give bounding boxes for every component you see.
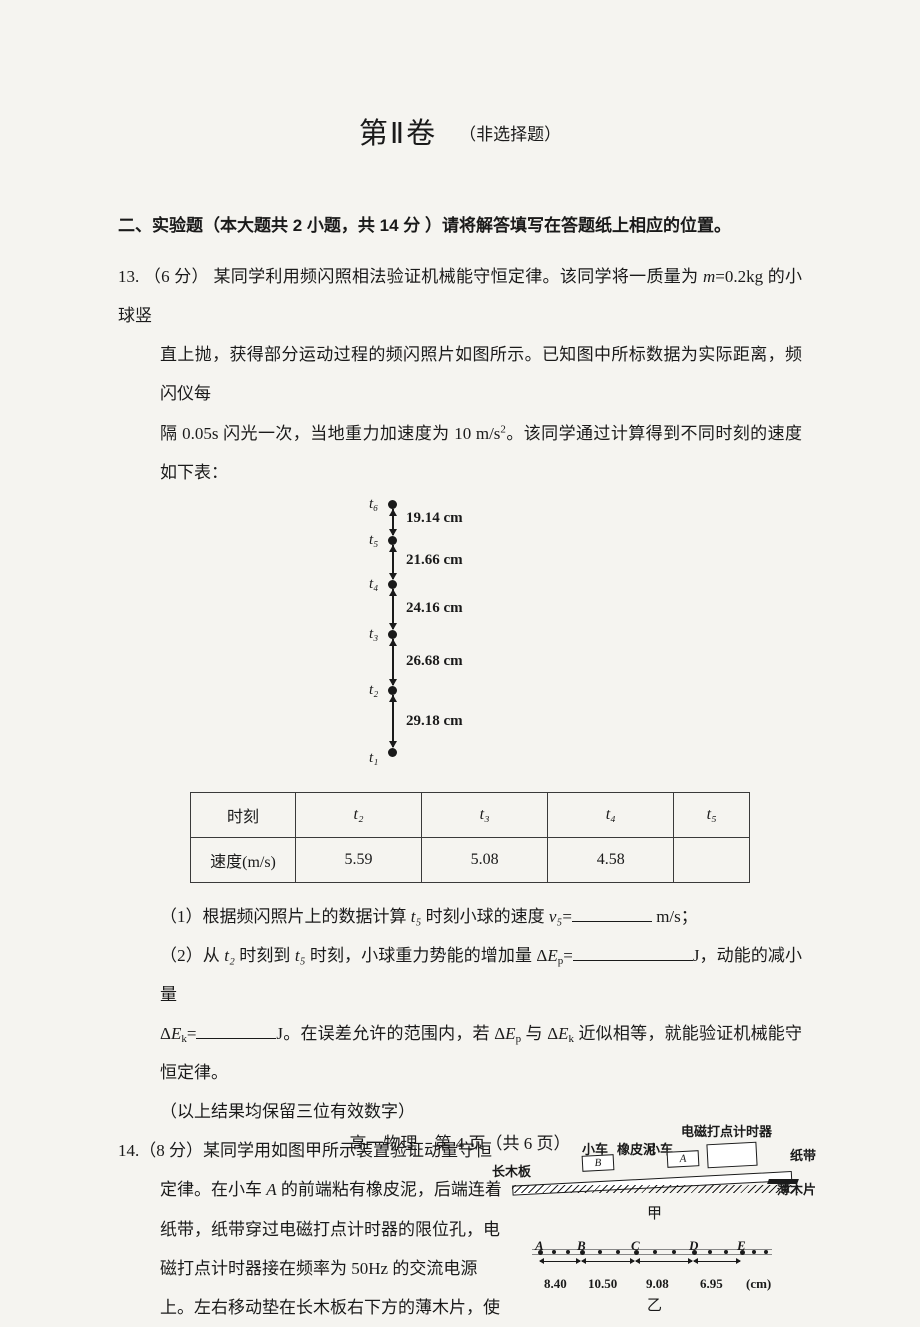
row-label: 速度(m/s) [191,837,296,882]
title-sub: （非选择题） [459,125,561,144]
v-t4: 4.58 [548,837,674,882]
q13-mass-sym: m [703,267,715,286]
th-t5: t₅ [674,792,750,837]
blank-Ep [573,942,693,961]
blank-Ek [196,1020,276,1039]
v-t2: 5.59 [296,837,422,882]
v-t5 [674,837,750,882]
q13-sub3: ΔEk=J。在误差允许的范围内，若 ΔEp 与 ΔEk 近似相等，就能验证机械能… [118,1014,802,1092]
th-t3: t₃ [422,792,548,837]
th-t2: t₂ [296,792,422,837]
blank-v5 [572,903,652,922]
q13-velocity-table: 时刻 t₂ t₃ t₄ t₅ 速度(m/s) 5.59 5.08 4.58 [190,792,750,883]
q13-number: 13. [118,267,139,286]
question-14: 14.（8 分）某同学用如图甲所示装置验证动量守恒 定律。在小车 A 的前端粘有… [118,1131,802,1326]
table-data-row: 速度(m/s) 5.59 5.08 4.58 [191,837,750,882]
q13-sub1: （1）根据频闪照片上的数据计算 t₅ 时刻小球的速度 v₅= m/s； [118,897,802,936]
section-header: 二、实验题（本大题共 2 小题，共 14 分 ）请将解答填写在答题纸上相应的位置… [118,212,802,239]
q13-points: （6 分） [144,267,209,286]
q13-strobe-diagram: t₆ 19.14 cm t₅ 21.66 cm t₄ 24.16 cm t₃ 2… [360,500,560,780]
q13-t1: 某同学利用频闪照相法验证机械能守恒定律。该同学将一质量为 [213,267,703,286]
table-header-row: 时刻 t₂ t₃ t₄ t₅ [191,792,750,837]
q13-mass-eq: =0.2kg [715,267,763,286]
q13-sub2: （2）从 t₂ 时刻到 t₅ 时刻，小球重力势能的增加量 ΔEp=J，动能的减小… [118,936,802,1014]
v-t3: 5.08 [422,837,548,882]
question-13: 13. （6 分） 某同学利用频闪照相法验证机械能守恒定律。该同学将一质量为 m… [118,257,802,492]
q13-line2: 直上抛，获得部分运动过程的频闪照片如图所示。已知图中所标数据为实际距离，频闪仪每 [118,335,802,413]
section-title: 第Ⅱ卷 （非选择题） [118,110,802,152]
q13-line3: 隔 0.05s 闪光一次，当地重力加速度为 10 m/s2。该同学通过计算得到不… [118,414,802,492]
title-main: 第Ⅱ卷 [359,118,437,150]
th-t4: t₄ [548,792,674,837]
page-footer: 高一物理 第 4 页（共 6 页） [0,1129,920,1154]
th-time: 时刻 [191,792,296,837]
